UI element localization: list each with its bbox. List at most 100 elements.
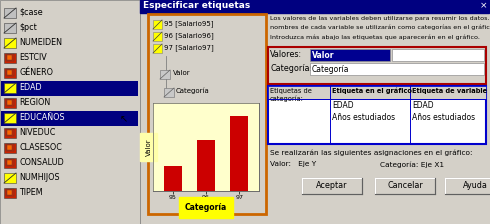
Bar <box>4 53 16 63</box>
Text: REGION: REGION <box>19 98 50 107</box>
Text: EDAD: EDAD <box>412 101 434 110</box>
Text: NIVEDUC: NIVEDUC <box>19 128 55 137</box>
Text: GÉNERO: GÉNERO <box>19 68 53 77</box>
Bar <box>1 96 138 111</box>
Text: Valor:   Eje Y: Valor: Eje Y <box>270 161 316 167</box>
Bar <box>6 189 14 196</box>
Bar <box>4 8 16 18</box>
Bar <box>4 23 16 33</box>
Text: Etiqueta de variable: Etiqueta de variable <box>412 88 487 94</box>
Bar <box>4 173 16 183</box>
Text: Años estudiados: Años estudiados <box>412 113 475 122</box>
Text: Años estudiados: Años estudiados <box>332 113 395 122</box>
Bar <box>1 126 138 141</box>
Bar <box>148 14 266 214</box>
Bar <box>1 36 138 51</box>
Bar <box>4 113 16 123</box>
Bar <box>160 70 170 79</box>
Bar <box>7 70 12 75</box>
Text: Categorías:: Categorías: <box>270 64 316 73</box>
Text: ×: × <box>480 1 487 10</box>
Bar <box>140 0 490 224</box>
Text: TIPEM: TIPEM <box>19 188 43 197</box>
Bar <box>197 140 215 191</box>
Y-axis label: Valor: Valor <box>146 138 151 156</box>
Bar <box>4 158 16 168</box>
Text: Los valores de las variables deben utilizarse para resumir los datos. Lo: Los valores de las variables deben utili… <box>270 16 490 21</box>
Bar <box>4 98 16 108</box>
Bar <box>392 49 484 61</box>
Text: EDAD: EDAD <box>19 83 42 92</box>
Text: $case: $case <box>19 8 43 17</box>
Bar <box>153 103 259 191</box>
Text: EDUCAÑOS: EDUCAÑOS <box>19 113 65 122</box>
Text: Especificar etiquetas: Especificar etiquetas <box>143 1 250 10</box>
Bar <box>1 156 138 171</box>
Bar <box>4 38 16 48</box>
Bar <box>6 129 14 136</box>
Bar <box>1 111 138 126</box>
Bar <box>164 88 174 97</box>
Bar <box>0 0 140 224</box>
Bar <box>164 166 182 191</box>
Text: 95 [Salario95]: 95 [Salario95] <box>164 20 214 27</box>
Bar <box>7 160 12 165</box>
Text: nombres de cada variable se utilizarán como categorías en el gráfico.: nombres de cada variable se utilizarán c… <box>270 25 490 30</box>
Text: Categoría: Eje X1: Categoría: Eje X1 <box>380 161 444 168</box>
Bar <box>4 143 16 153</box>
Text: CONSALUD: CONSALUD <box>19 158 64 167</box>
Bar <box>375 178 435 194</box>
Bar <box>230 116 248 191</box>
Bar <box>1 66 138 81</box>
Text: EDAD: EDAD <box>332 101 354 110</box>
Bar <box>4 128 16 138</box>
Bar <box>4 83 16 93</box>
Bar <box>4 68 16 78</box>
Text: Aceptar: Aceptar <box>316 181 348 190</box>
Bar <box>153 32 162 41</box>
Text: Valor: Valor <box>312 51 335 60</box>
Bar <box>7 100 12 105</box>
Text: ESTCIV: ESTCIV <box>19 53 47 62</box>
Text: Valores:: Valores: <box>270 50 302 59</box>
Bar <box>153 20 162 29</box>
Text: Valor: Valor <box>173 70 191 76</box>
Text: Etiqueta en el gráfico: Etiqueta en el gráfico <box>332 88 412 95</box>
Bar <box>1 186 138 201</box>
Bar <box>1 51 138 66</box>
Text: categoría:: categoría: <box>270 95 304 101</box>
Text: NUMHIJOS: NUMHIJOS <box>19 173 60 182</box>
Text: Introduzca más abajo las etiquetas que aparecerán en el gráfico.: Introduzca más abajo las etiquetas que a… <box>270 34 480 39</box>
Text: 97 [Salario97]: 97 [Salario97] <box>164 44 214 51</box>
Bar <box>1 6 138 21</box>
Text: NUMEIDEN: NUMEIDEN <box>19 38 62 47</box>
Bar <box>268 86 486 99</box>
Bar <box>140 0 489 13</box>
Text: Se realizarán las siguientes asignaciones en el gráfico:: Se realizarán las siguientes asignacione… <box>270 150 472 157</box>
Text: ↖: ↖ <box>120 114 128 124</box>
Bar <box>6 99 14 106</box>
Text: Cancelar: Cancelar <box>387 181 423 190</box>
Bar <box>6 54 14 61</box>
Text: Etiquetas de: Etiquetas de <box>270 88 312 94</box>
Bar <box>1 21 138 36</box>
Bar <box>310 63 484 75</box>
X-axis label: Categoría: Categoría <box>185 203 227 212</box>
Bar <box>153 44 162 53</box>
Bar <box>268 47 486 84</box>
Text: Categoría: Categoría <box>312 65 349 74</box>
Bar <box>310 49 390 61</box>
Bar <box>7 145 12 150</box>
Text: $pct: $pct <box>19 23 37 32</box>
Bar <box>6 69 14 76</box>
Text: Categoría: Categoría <box>176 88 210 95</box>
Bar <box>6 159 14 166</box>
Text: CLASESOC: CLASESOC <box>19 143 62 152</box>
Bar <box>1 171 138 186</box>
Bar <box>4 188 16 198</box>
Bar <box>302 178 362 194</box>
Bar <box>268 86 486 144</box>
Bar <box>6 144 14 151</box>
Text: Ayuda: Ayuda <box>463 181 488 190</box>
Bar <box>445 178 490 194</box>
